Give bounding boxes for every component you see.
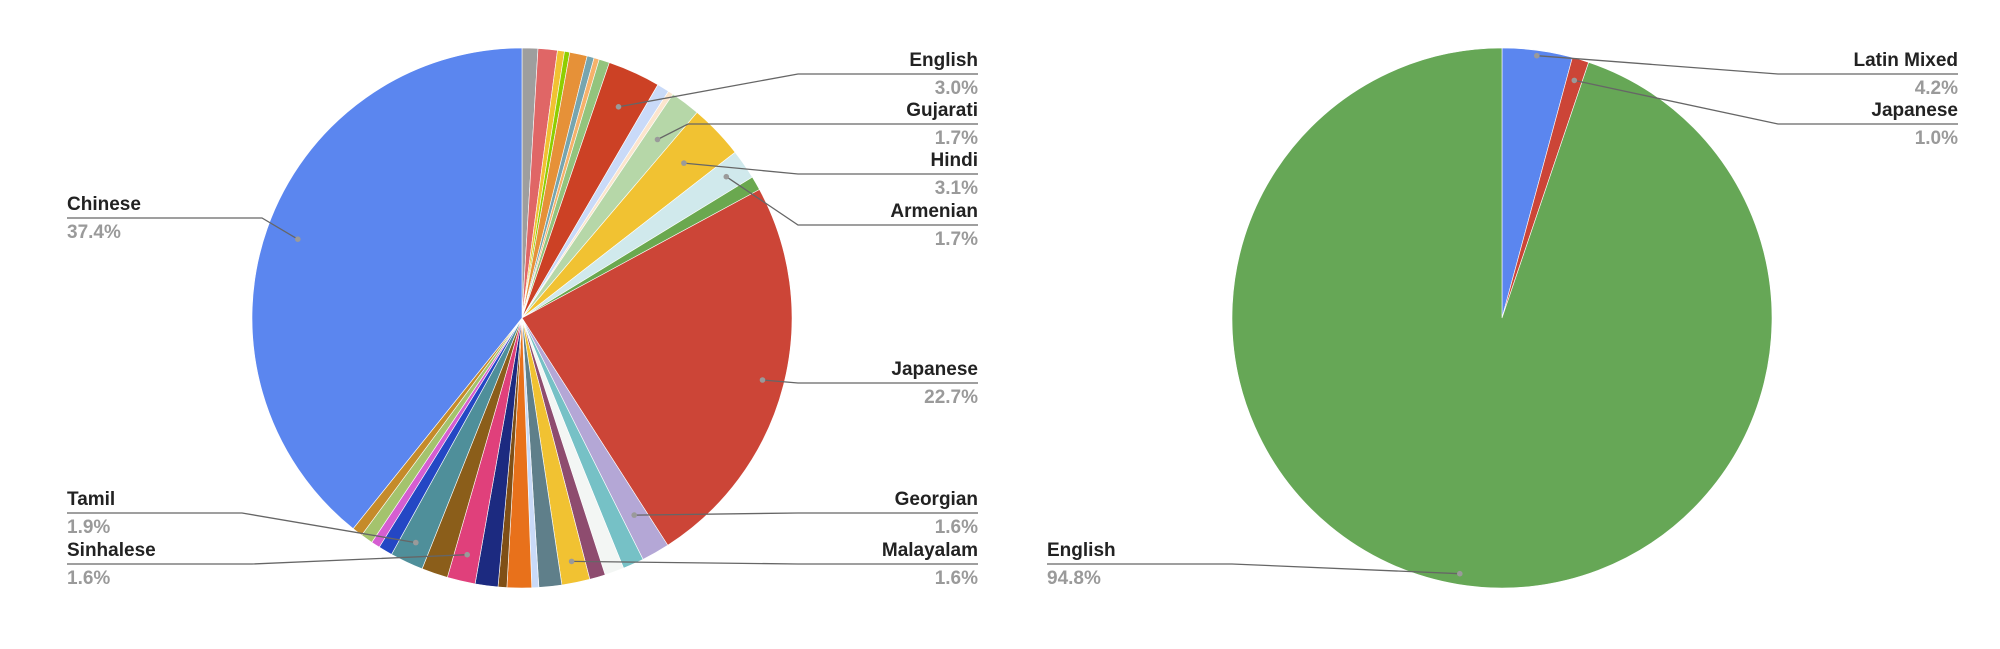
slice-label-english: English	[909, 50, 978, 71]
slice-label-malayalam: Malayalam	[882, 540, 978, 561]
leader-line-japanese	[1574, 79, 1958, 125]
slice-percent-armenian: 1.7%	[935, 229, 978, 250]
slice-percent-english: 3.0%	[935, 78, 978, 99]
leader-line-japanese	[762, 379, 978, 384]
leader-dot-tamil	[413, 539, 419, 546]
leader-line-sinhalese	[67, 554, 468, 565]
slice-percent-japanese: 22.7%	[924, 387, 978, 408]
leader-dot-japanese	[759, 377, 766, 383]
slice-percent-chinese: 37.4%	[67, 222, 121, 243]
slice-label-english: English	[1047, 540, 1116, 561]
leader-dot-hindi	[681, 160, 687, 166]
pie-slice-japanese	[521, 189, 793, 546]
leader-line-english	[618, 73, 978, 108]
pie-chart-languages: English3.0%Gujarati1.7%Hindi3.1%Armenian…	[67, 47, 979, 589]
slice-percent-latin-mixed: 4.2%	[1915, 78, 1958, 99]
slice-label-georgian: Georgian	[895, 489, 978, 510]
slice-percent-georgian: 1.6%	[935, 517, 978, 538]
leader-line-latin-mixed	[1536, 55, 1958, 75]
leader-dot-gujarati	[654, 136, 661, 143]
slice-percent-english: 94.8%	[1047, 568, 1101, 589]
slice-percent-sinhalese: 1.6%	[67, 568, 110, 589]
leader-dot-sinhalese	[464, 551, 471, 558]
leader-line-armenian	[725, 176, 978, 226]
slice-label-japanese: Japanese	[1871, 100, 1958, 121]
slice-label-japanese: Japanese	[891, 359, 978, 380]
pie-slice-english	[1231, 47, 1773, 589]
slice-percent-japanese: 1.0%	[1915, 128, 1958, 149]
leader-dot-japanese	[1571, 77, 1578, 84]
slice-label-tamil: Tamil	[67, 489, 115, 510]
slice-label-armenian: Armenian	[890, 201, 978, 222]
pie-chart-scripts: Latin Mixed 4.2%Japanese 1.0% English 94.8%	[1047, 47, 1958, 589]
slice-percent-hindi: 3.1%	[935, 178, 978, 199]
slice-label-chinese: Chinese	[67, 194, 141, 215]
slice-percent-gujarati: 1.7%	[935, 128, 978, 149]
leader-dot-latin-mixed	[1534, 52, 1540, 59]
leader-line-tamil	[67, 512, 416, 544]
leader-dot-malayalam	[568, 558, 575, 565]
slice-label-latin-mixed: Latin Mixed	[1853, 50, 1958, 71]
leader-line-hindi	[683, 162, 978, 175]
slice-label-hindi: Hindi	[931, 150, 979, 171]
leader-dot-english	[1457, 570, 1463, 577]
slice-label-gujarati: Gujarati	[906, 100, 978, 121]
leader-line-georgian	[634, 512, 978, 516]
leader-dot-armenian	[723, 173, 730, 180]
leader-dot-english	[615, 104, 622, 110]
leader-line-english	[1047, 563, 1460, 575]
slice-label-sinhalese: Sinhalese	[67, 540, 156, 561]
pie-slice-chinese	[251, 47, 523, 530]
leader-line-malayalam	[571, 560, 978, 565]
leader-dot-chinese	[295, 236, 301, 242]
leader-dot-georgian	[631, 512, 637, 518]
slice-percent-malayalam: 1.6%	[935, 568, 978, 589]
leader-line-chinese	[67, 217, 299, 240]
leader-line-gujarati	[657, 123, 978, 141]
slice-percent-tamil: 1.9%	[67, 517, 110, 538]
